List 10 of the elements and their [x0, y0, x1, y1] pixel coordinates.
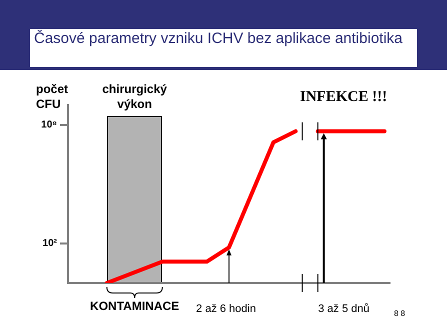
text: 2 až 6 hodin [196, 302, 256, 317]
text: 8 8 [394, 308, 406, 320]
y-axis-title: počet CFU [36, 82, 70, 112]
text: KONTAMINACE [90, 299, 180, 314]
chart-title: Časové parametry vzniku ICHV bez aplikace antibiotika [30, 29, 417, 67]
text: INFEKCE !!! [300, 89, 388, 105]
annotation: chirurgický výkon [101, 82, 168, 112]
y-tick-label: 10² [42, 238, 58, 250]
text: 3 až 5 dnů [318, 302, 370, 317]
y-tick-label: 10⁸ [41, 120, 58, 131]
